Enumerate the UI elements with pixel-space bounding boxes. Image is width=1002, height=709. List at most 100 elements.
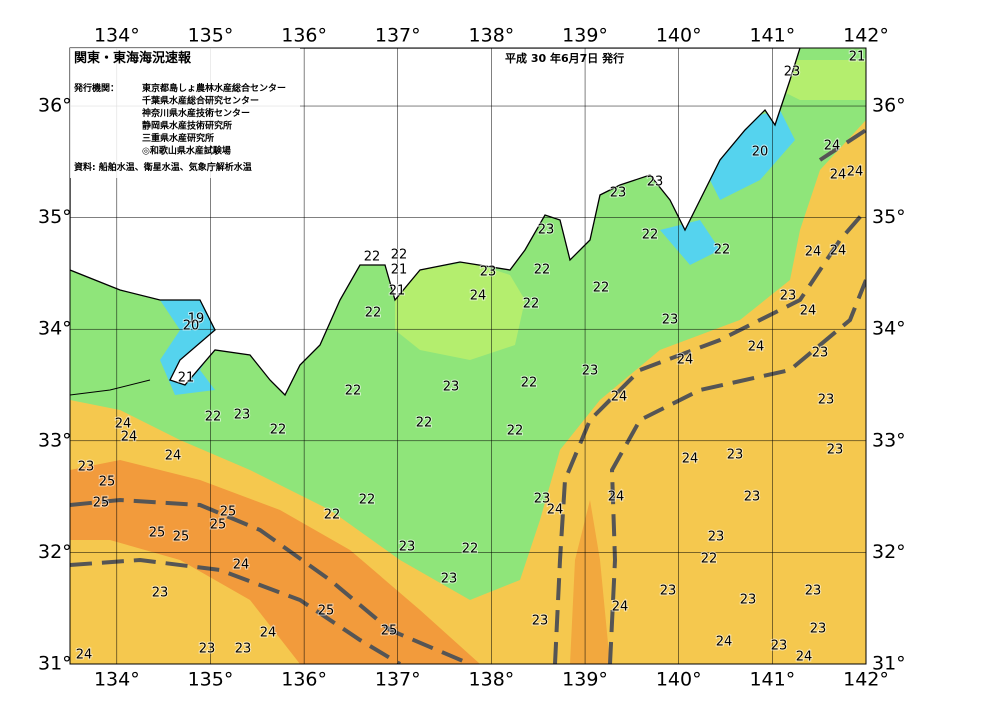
isotherm-label: 25 bbox=[318, 604, 335, 619]
isotherm-label: 23 bbox=[812, 346, 829, 361]
isotherm-label: 23 bbox=[532, 614, 549, 629]
isotherm-label: 23 bbox=[727, 448, 744, 463]
isotherm-label: 24 bbox=[121, 430, 138, 445]
isotherm-label: 22 bbox=[523, 297, 540, 312]
isotherm-label: 23 bbox=[662, 313, 679, 328]
x-tick-label: 141° bbox=[749, 669, 795, 691]
x-tick-label: 137° bbox=[375, 669, 421, 691]
y-tick-label: 35° bbox=[872, 206, 906, 228]
isotherm-label: 23 bbox=[780, 289, 797, 304]
isotherm-label: 22 bbox=[507, 424, 524, 439]
x-tick-label: 139° bbox=[562, 669, 608, 691]
issuer: 千葉県水産総合研究センター bbox=[142, 95, 259, 107]
isotherm-label: 24 bbox=[830, 168, 847, 183]
issue-date: 平成 30 年6月7日 発行 bbox=[505, 51, 624, 65]
isotherm-label: 25 bbox=[210, 518, 227, 533]
x-tick-label: 136° bbox=[281, 669, 327, 691]
issuer: 東京都島しょ農林水産総合センター bbox=[142, 82, 286, 94]
isotherm-label: 24 bbox=[800, 304, 817, 319]
isotherm-label: 23 bbox=[199, 642, 216, 657]
isotherm-label: 23 bbox=[740, 593, 757, 608]
isotherm-label: 23 bbox=[441, 572, 458, 587]
x-tick-label: 140° bbox=[656, 25, 702, 47]
isotherm-label: 24 bbox=[716, 635, 733, 650]
isotherm-label: 23 bbox=[647, 175, 664, 190]
y-tick-label: 31° bbox=[38, 653, 72, 675]
isotherm-label: 24 bbox=[233, 558, 250, 573]
x-tick-label: 135° bbox=[188, 25, 234, 47]
isotherm-label: 23 bbox=[708, 530, 725, 545]
isotherm-label: 22 bbox=[593, 281, 610, 296]
isotherm-label: 24 bbox=[682, 452, 699, 467]
y-tick-label: 32° bbox=[38, 541, 72, 563]
isotherm-label: 24 bbox=[796, 650, 813, 665]
y-tick-label: 34° bbox=[38, 318, 72, 340]
isotherm-label: 22 bbox=[714, 243, 731, 258]
title: 関東・東海海況速報 bbox=[74, 50, 192, 66]
isotherm-label: 23 bbox=[610, 186, 627, 201]
isotherm-label: 22 bbox=[205, 410, 222, 425]
isotherm-label: 23 bbox=[235, 642, 252, 657]
isotherm-label: 22 bbox=[521, 376, 538, 391]
header-box bbox=[70, 48, 300, 178]
y-tick-label: 35° bbox=[38, 206, 72, 228]
isotherm-label: 23 bbox=[78, 460, 95, 475]
isotherm-label: 22 bbox=[359, 493, 376, 508]
isotherm-label: 23 bbox=[538, 223, 555, 238]
isotherm-label: 23 bbox=[818, 393, 835, 408]
isotherm-label: 22 bbox=[365, 306, 382, 321]
isotherm-label: 22 bbox=[416, 416, 433, 431]
isotherm-label: 24 bbox=[611, 390, 628, 405]
x-tick-label: 138° bbox=[469, 669, 515, 691]
isotherm-label: 24 bbox=[165, 449, 182, 464]
y-tick-label: 32° bbox=[872, 541, 906, 563]
issuer-label: 発行機関： bbox=[73, 82, 119, 94]
isotherm-label: 23 bbox=[771, 639, 788, 654]
isotherm-label: 24 bbox=[612, 600, 629, 615]
isotherm-label: 21 bbox=[178, 371, 195, 386]
sea-field bbox=[70, 48, 866, 664]
isotherm-label: 22 bbox=[345, 384, 362, 399]
isotherm-label: 23 bbox=[827, 443, 844, 458]
isotherm-label: 22 bbox=[642, 228, 659, 243]
x-tick-label: 137° bbox=[375, 25, 421, 47]
isotherm-label: 24 bbox=[470, 289, 487, 304]
x-tick-label: 134° bbox=[94, 669, 140, 691]
isotherm-label: 24 bbox=[260, 626, 277, 641]
isotherm-label: 24 bbox=[608, 490, 625, 505]
isotherm-label: 22 bbox=[324, 508, 341, 523]
isotherm-label: 24 bbox=[805, 245, 822, 260]
map-frame bbox=[69, 47, 867, 665]
isotherm-label: 24 bbox=[748, 340, 765, 355]
y-tick-label: 33° bbox=[38, 429, 72, 451]
isotherm-label: 23 bbox=[744, 490, 761, 505]
y-tick-label: 36° bbox=[872, 95, 906, 117]
isotherm-label: 20 bbox=[752, 145, 769, 160]
x-tick-label: 142° bbox=[843, 25, 889, 47]
isotherm-label: 23 bbox=[810, 622, 827, 637]
x-tick-label: 140° bbox=[656, 669, 702, 691]
isotherm-label: 22 bbox=[270, 423, 287, 438]
isotherm-label: 22 bbox=[391, 248, 408, 263]
y-tick-label: 31° bbox=[872, 653, 906, 675]
isotherm-label: 25 bbox=[173, 530, 190, 545]
y-tick-label: 34° bbox=[872, 318, 906, 340]
isotherm-label: 23 bbox=[582, 364, 599, 379]
x-tick-label: 136° bbox=[281, 25, 327, 47]
isotherm-label: 23 bbox=[234, 408, 251, 423]
isotherm-label: 25 bbox=[220, 505, 237, 520]
isotherm-label: 22 bbox=[534, 263, 551, 278]
isotherm-label: 23 bbox=[399, 540, 416, 555]
isotherm-label: 24 bbox=[847, 165, 864, 180]
isotherm-label: 24 bbox=[76, 648, 93, 663]
x-tick-label: 134° bbox=[94, 25, 140, 47]
x-tick-label: 139° bbox=[562, 25, 608, 47]
isotherm-label: 23 bbox=[480, 265, 497, 280]
isotherm-label: 23 bbox=[152, 586, 169, 601]
isotherm-label: 23 bbox=[534, 492, 551, 507]
isotherm-label: 25 bbox=[381, 624, 398, 639]
x-tick-label: 135° bbox=[188, 669, 234, 691]
y-tick-label: 33° bbox=[872, 429, 906, 451]
isotherm-label: 24 bbox=[115, 417, 132, 432]
